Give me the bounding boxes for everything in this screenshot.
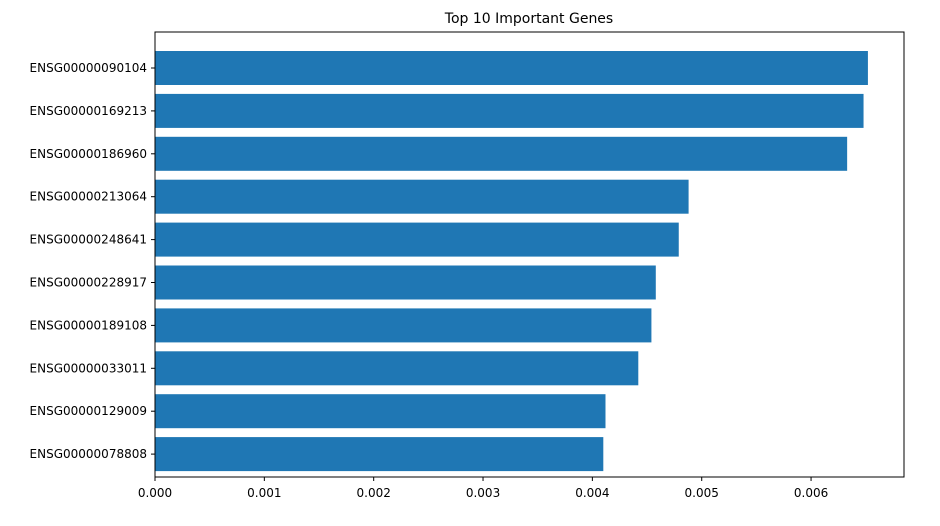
x-tick-label: 0.003: [466, 486, 500, 500]
x-tick-label: 0.001: [247, 486, 281, 500]
x-ticks: 0.000 0.001 0.002 0.003 0.004 0.005 0.006: [138, 477, 828, 500]
bar-ENSG00000078808: [155, 437, 604, 472]
y-tick-label: ENSG00000213064: [30, 190, 147, 204]
y-tick-label: ENSG00000186960: [30, 147, 147, 161]
bar-ENSG00000129009: [155, 394, 606, 429]
bar-ENSG00000033011: [155, 351, 639, 386]
bar-ENSG00000248641: [155, 222, 679, 257]
y-tick-labels: ENSG00000090104 ENSG00000169213 ENSG000001…: [30, 61, 155, 461]
x-tick-label: 0.005: [685, 486, 719, 500]
bar-ENSG00000169213: [155, 93, 864, 128]
x-tick-label: 0.004: [575, 486, 609, 500]
y-tick-label: ENSG00000169213: [30, 104, 147, 118]
x-tick-label: 0.006: [794, 486, 828, 500]
y-tick-label: ENSG00000078808: [30, 447, 147, 461]
chart-title: Top 10 Important Genes: [444, 11, 613, 27]
y-tick-label: ENSG00000189108: [30, 318, 147, 332]
y-tick-label: ENSG00000248641: [30, 233, 147, 247]
y-tick-label: ENSG00000228917: [30, 276, 147, 290]
bar-ENSG00000186960: [155, 136, 848, 171]
x-tick-label: 0.002: [357, 486, 391, 500]
bar-ENSG00000228917: [155, 265, 656, 300]
y-tick-label: ENSG00000090104: [30, 61, 147, 75]
bar-ENSG00000189108: [155, 308, 652, 343]
y-tick-label: ENSG00000129009: [30, 404, 147, 418]
x-tick-label: 0.000: [138, 486, 172, 500]
bar-ENSG00000090104: [155, 51, 868, 85]
bar-ENSG00000213064: [155, 179, 689, 214]
y-tick-label: ENSG00000033011: [30, 361, 147, 375]
plot-frame: [154, 31, 905, 478]
bars-group: [155, 51, 868, 472]
